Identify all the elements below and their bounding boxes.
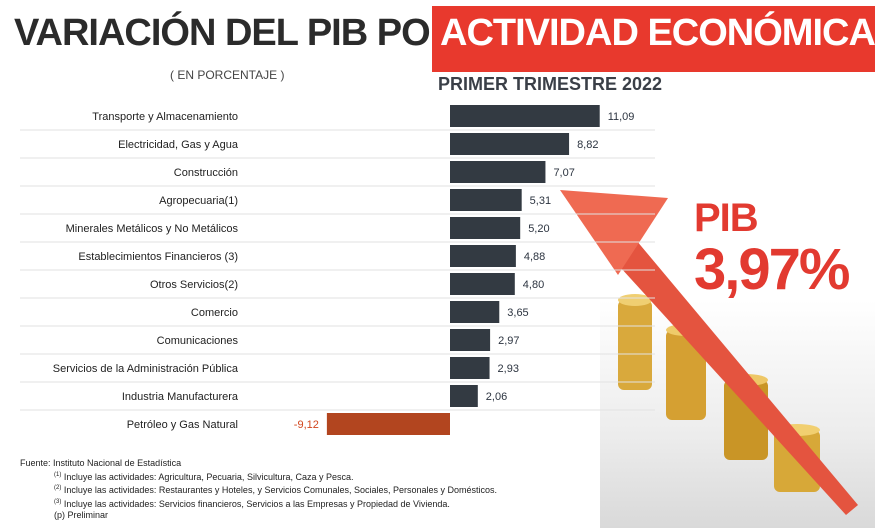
category-label: Electricidad, Gas y Agua <box>118 139 239 151</box>
chart-subtitle: ( EN PORCENTAJE ) <box>170 68 285 82</box>
value-label: 2,93 <box>498 363 519 375</box>
value-label: 4,88 <box>524 251 545 263</box>
footnotes: Fuente: Instituto Nacional de Estadístic… <box>20 458 497 522</box>
positive-bar <box>450 385 478 407</box>
positive-bar <box>450 301 500 323</box>
footnote-3-mark: (3) <box>54 498 62 505</box>
positive-bar <box>450 273 515 295</box>
positive-bar <box>450 245 516 267</box>
category-label: Comercio <box>191 307 238 319</box>
category-label: Comunicaciones <box>157 335 239 347</box>
value-label: 2,06 <box>486 391 507 403</box>
footnote-1: (1) Incluye las actividades: Agricultura… <box>20 470 497 484</box>
footnote-2-mark: (2) <box>54 485 62 491</box>
title-part-1: VARIACIÓN DEL PIB POR <box>14 12 457 54</box>
category-label: Establecimientos Financieros (3) <box>78 251 238 263</box>
value-label: 7,07 <box>553 167 574 179</box>
footnote-1-mark: (1) <box>54 471 62 478</box>
category-label: Servicios de la Administración Pública <box>53 363 239 375</box>
category-label: Otros Servicios(2) <box>150 279 238 291</box>
category-label: Construcción <box>174 167 238 179</box>
pib-value: 3,97% <box>694 237 850 302</box>
footnote-1-text: Incluye las actividades: Agricultura, Pe… <box>61 471 354 482</box>
value-label: -9,12 <box>294 419 319 431</box>
value-label: 5,20 <box>528 223 549 235</box>
value-label: 8,82 <box>577 139 598 151</box>
footnote-3-text: Incluye las actividades: Servicios finan… <box>61 498 450 509</box>
positive-bar <box>450 189 522 211</box>
positive-bar <box>450 105 600 127</box>
category-label: Transporte y Almacenamiento <box>92 111 238 123</box>
footnote-3: (3) Incluye las actividades: Servicios f… <box>20 497 497 511</box>
category-label: Industria Manufacturera <box>122 391 239 403</box>
positive-bar <box>450 161 546 183</box>
value-label: 4,80 <box>523 279 544 291</box>
value-label: 3,65 <box>507 307 528 319</box>
positive-bar <box>450 357 490 379</box>
title-part-2: ACTIVIDAD ECONÓMICA <box>440 12 875 54</box>
category-label: Petróleo y Gas Natural <box>127 419 238 431</box>
category-label: Agropecuaria(1) <box>159 195 238 207</box>
negative-bar <box>326 413 450 435</box>
positive-bar <box>450 217 521 239</box>
value-label: 5,31 <box>530 195 551 207</box>
title-highlight-box <box>432 6 875 72</box>
value-label: 11,09 <box>608 111 635 123</box>
positive-bar <box>450 329 491 351</box>
chart-period: PRIMER TRIMESTRE 2022 <box>438 74 663 94</box>
bar-chart: Transporte y Almacenamiento 11,09 Electric… <box>20 105 655 435</box>
value-label: 2,97 <box>498 335 519 347</box>
positive-bar <box>450 133 570 155</box>
category-label: Minerales Metálicos y No Metálicos <box>66 223 239 235</box>
footnote-preliminary: (p) Preliminar <box>54 510 109 520</box>
pib-label: PIB <box>694 196 759 240</box>
rising-arrow-icon <box>560 190 858 515</box>
source-note: Fuente: Instituto Nacional de Estadístic… <box>20 458 182 468</box>
footnote-2-text: Incluye las actividades: Restaurantes y … <box>61 485 498 495</box>
footnote-2: (2) Incluye las actividades: Restaurante… <box>20 483 497 497</box>
